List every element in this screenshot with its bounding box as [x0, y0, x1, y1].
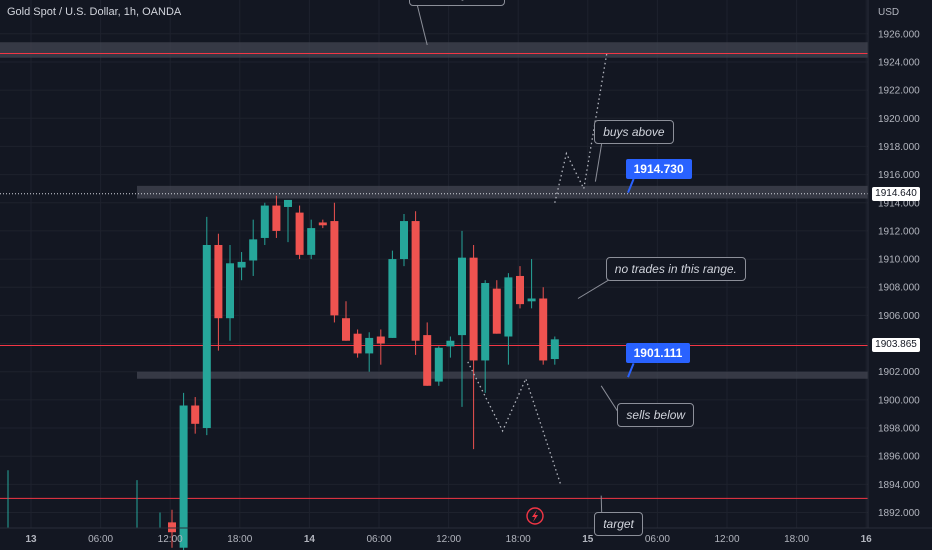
price-tag: 1903.865	[872, 338, 920, 353]
candle-body	[249, 239, 258, 261]
candle-body	[469, 257, 478, 361]
note-label[interactable]: buys above	[594, 120, 674, 145]
flash-icon-bolt	[532, 510, 538, 522]
x-tick-label: 13	[25, 534, 37, 545]
note-leader	[594, 140, 603, 182]
candle-body	[423, 335, 432, 386]
candle-body	[446, 340, 455, 347]
candle-body	[318, 222, 327, 226]
note-leaders	[416, 2, 635, 532]
candle-body	[214, 244, 223, 319]
y-tick-label: 1920.000	[878, 114, 920, 125]
candle-body	[353, 333, 362, 354]
candle-body	[492, 288, 501, 334]
candle-body	[179, 405, 188, 548]
x-tick-label: 18:00	[506, 534, 531, 545]
x-tick-label: 12:00	[158, 534, 183, 545]
candle-body	[411, 221, 420, 341]
y-tick-label: 1898.000	[878, 424, 920, 435]
candle-body	[237, 261, 246, 268]
candle-body	[284, 199, 292, 207]
y-tick-label: 1924.000	[878, 57, 920, 68]
candle-body	[388, 259, 397, 338]
candle-body	[527, 298, 536, 302]
note-label[interactable]: next daily level	[408, 0, 506, 7]
price-axis[interactable]: USD 1926.000 1924.000 1922.000 1920.000 1918.…	[867, 0, 920, 528]
badge-pointer	[627, 363, 635, 378]
y-tick-label: 1914.000	[878, 198, 920, 209]
horizontal-lines	[0, 53, 868, 499]
x-tick-label: 06:00	[88, 534, 113, 545]
note-label[interactable]: target	[594, 511, 643, 536]
note-leader	[416, 2, 428, 46]
candles	[7, 195, 559, 550]
price-tag: 1914.640	[872, 186, 920, 201]
candle-body	[295, 212, 304, 255]
candle-body	[226, 263, 234, 319]
symbol-title: Gold Spot / U.S. Dollar, 1h, OANDA	[7, 6, 182, 18]
candle-body	[342, 318, 350, 341]
y-tick-label: 1916.000	[878, 170, 920, 181]
candle-body	[202, 244, 211, 429]
currency-label: USD	[878, 7, 899, 18]
candle-body	[400, 221, 408, 260]
badge-pointer	[627, 178, 635, 194]
x-tick-label: 06:00	[645, 534, 670, 545]
note-label[interactable]: sells below	[617, 403, 695, 428]
x-tick-label: 15	[582, 534, 594, 545]
x-tick-label: 18:00	[227, 534, 252, 545]
y-tick-label: 1926.000	[878, 29, 920, 40]
time-axis[interactable]: 13 06:00 12:00 18:00 14 06:00 12:00 18:00 15 06:0…	[0, 527, 932, 545]
x-tick-label: 18:00	[784, 534, 809, 545]
candle-body	[458, 257, 466, 336]
y-tick-label: 1894.000	[878, 480, 920, 491]
candle-body	[365, 337, 374, 354]
x-tick-label: 14	[304, 534, 316, 545]
note-label[interactable]: no trades in this range.	[605, 256, 746, 281]
y-tick-label: 1902.000	[878, 367, 920, 378]
price-zone	[137, 371, 868, 379]
x-tick-label: 12:00	[436, 534, 461, 545]
projection-path	[467, 361, 562, 485]
price-zone	[0, 42, 868, 58]
y-tick-label: 1896.000	[878, 452, 920, 463]
candle-body	[307, 228, 316, 255]
y-tick-label: 1900.000	[878, 395, 920, 406]
candle-body	[504, 277, 513, 337]
candle-body	[481, 283, 490, 361]
price-badge[interactable]: 1901.111	[625, 343, 691, 364]
candle-body	[516, 275, 524, 305]
candle-body	[330, 221, 339, 316]
y-tick-label: 1892.000	[878, 508, 920, 519]
projection-paths	[467, 51, 608, 485]
x-tick-label: 12:00	[714, 534, 739, 545]
x-tick-label: 16	[861, 534, 873, 545]
y-tick-label: 1922.000	[878, 86, 920, 97]
y-tick-label: 1908.000	[878, 283, 920, 294]
y-tick-label: 1912.000	[878, 226, 920, 237]
price-zones	[0, 42, 868, 379]
flash-icon-ring	[526, 507, 544, 525]
candle-body	[272, 205, 281, 231]
x-tick-label: 06:00	[366, 534, 391, 545]
candle-body	[434, 347, 443, 382]
y-tick-label: 1910.000	[878, 255, 920, 266]
price-zone	[137, 185, 868, 199]
candle-body	[260, 205, 269, 238]
y-tick-label: 1906.000	[878, 311, 920, 322]
candle-body	[168, 522, 176, 533]
y-tick-label: 1918.000	[878, 142, 920, 153]
flash-icon[interactable]	[526, 507, 544, 525]
candle-body	[376, 336, 385, 344]
candle-body	[191, 405, 200, 424]
candle-body	[539, 298, 548, 361]
price-badge[interactable]: 1914.730	[625, 158, 692, 179]
candle-body	[550, 339, 559, 360]
